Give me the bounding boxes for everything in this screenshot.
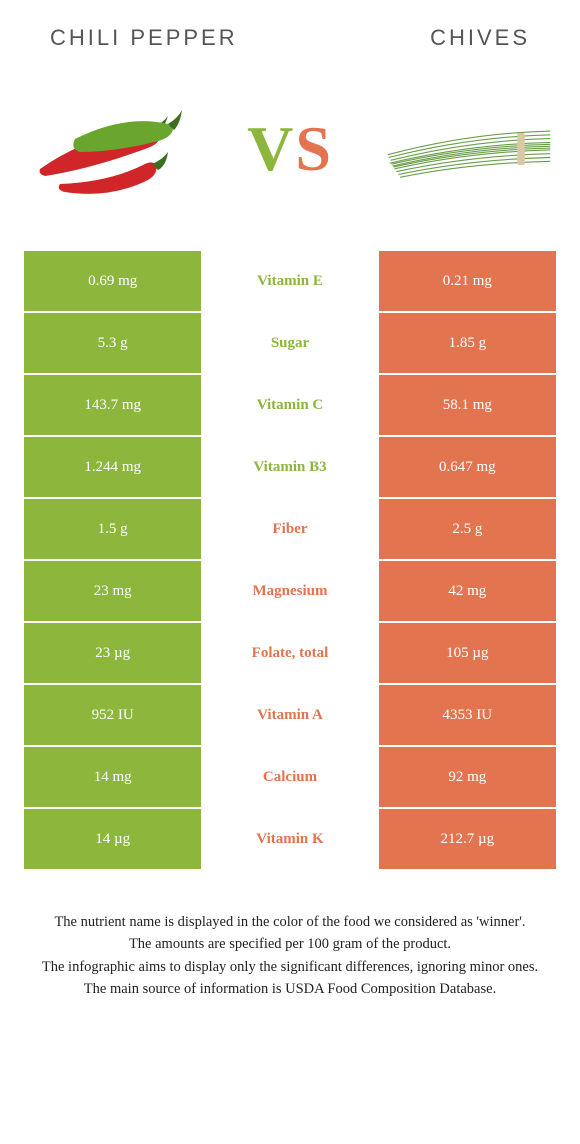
table-row: 0.69 mgVitamin E0.21 mg xyxy=(24,251,556,311)
value-left: 14 µg xyxy=(24,809,201,869)
value-right: 0.647 mg xyxy=(379,437,556,497)
nutrient-name: Sugar xyxy=(201,313,378,373)
title-right: CHIVES xyxy=(430,25,530,51)
nutrient-name: Vitamin A xyxy=(201,685,378,745)
table-row: 14 mgCalcium92 mg xyxy=(24,747,556,807)
chives-image xyxy=(385,89,555,209)
value-right: 105 µg xyxy=(379,623,556,683)
table-row: 1.5 gFiber2.5 g xyxy=(24,499,556,559)
chili-pepper-image xyxy=(25,89,195,209)
header: CHILI PEPPER CHIVES xyxy=(0,0,580,61)
nutrient-name: Vitamin C xyxy=(201,375,378,435)
value-left: 5.3 g xyxy=(24,313,201,373)
value-right: 92 mg xyxy=(379,747,556,807)
nutrient-name: Folate, total xyxy=(201,623,378,683)
table-row: 5.3 gSugar1.85 g xyxy=(24,313,556,373)
footnote-line: The amounts are specified per 100 gram o… xyxy=(30,933,550,955)
value-right: 4353 IU xyxy=(379,685,556,745)
value-right: 212.7 µg xyxy=(379,809,556,869)
footnote-line: The nutrient name is displayed in the co… xyxy=(30,911,550,933)
value-right: 58.1 mg xyxy=(379,375,556,435)
value-left: 143.7 mg xyxy=(24,375,201,435)
value-left: 0.69 mg xyxy=(24,251,201,311)
footnote-line: The main source of information is USDA F… xyxy=(30,978,550,1000)
nutrient-name: Vitamin B3 xyxy=(201,437,378,497)
vs-label: VS xyxy=(247,112,333,186)
table-row: 23 mgMagnesium42 mg xyxy=(24,561,556,621)
nutrient-name: Magnesium xyxy=(201,561,378,621)
nutrient-name: Calcium xyxy=(201,747,378,807)
value-right: 0.21 mg xyxy=(379,251,556,311)
value-left: 1.244 mg xyxy=(24,437,201,497)
value-left: 23 mg xyxy=(24,561,201,621)
comparison-table: 0.69 mgVitamin E0.21 mg5.3 gSugar1.85 g1… xyxy=(0,251,580,869)
title-left: CHILI PEPPER xyxy=(50,25,238,51)
table-row: 23 µgFolate, total105 µg xyxy=(24,623,556,683)
table-row: 952 IUVitamin A4353 IU xyxy=(24,685,556,745)
value-left: 14 mg xyxy=(24,747,201,807)
footnote-line: The infographic aims to display only the… xyxy=(30,956,550,978)
value-left: 23 µg xyxy=(24,623,201,683)
value-right: 1.85 g xyxy=(379,313,556,373)
footnote: The nutrient name is displayed in the co… xyxy=(0,871,580,1001)
chili-pepper-icon xyxy=(30,94,190,204)
value-left: 1.5 g xyxy=(24,499,201,559)
table-row: 143.7 mgVitamin C58.1 mg xyxy=(24,375,556,435)
nutrient-name: Fiber xyxy=(201,499,378,559)
table-row: 1.244 mgVitamin B30.647 mg xyxy=(24,437,556,497)
value-right: 42 mg xyxy=(379,561,556,621)
vs-v: V xyxy=(247,113,295,184)
value-left: 952 IU xyxy=(24,685,201,745)
value-right: 2.5 g xyxy=(379,499,556,559)
chives-icon xyxy=(385,104,555,194)
table-row: 14 µgVitamin K212.7 µg xyxy=(24,809,556,869)
nutrient-name: Vitamin K xyxy=(201,809,378,869)
nutrient-name: Vitamin E xyxy=(201,251,378,311)
vs-s: S xyxy=(295,113,333,184)
vs-row: VS xyxy=(0,61,580,251)
